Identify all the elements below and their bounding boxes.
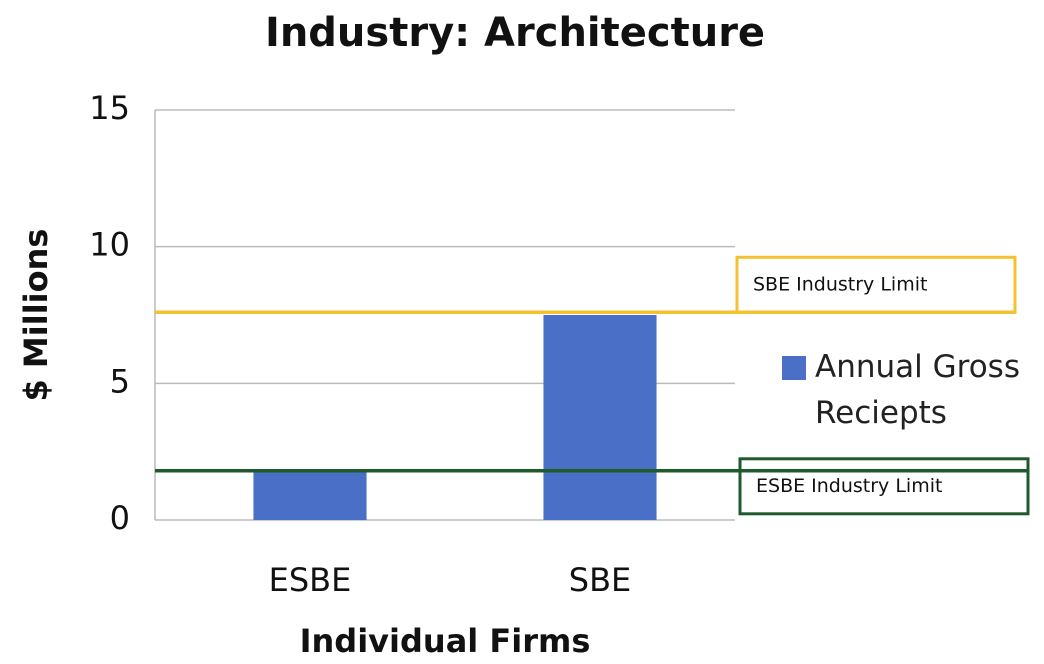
y-tick-label: 0 [110,499,130,537]
y-axis-label: $ Millions [17,229,55,402]
reference-label: SBE Industry Limit [753,273,927,295]
bar [253,470,367,520]
y-tick-label: 10 [89,226,130,264]
x-tick-label: SBE [569,561,631,599]
x-tick-label: ESBE [269,561,352,599]
bar [543,315,657,520]
y-tick-label: 5 [110,362,130,400]
legend-swatch [782,356,806,380]
x-axis-label: Individual Firms [300,622,591,660]
reference-box [738,457,1030,516]
reference-label: ESBE Industry Limit [756,475,942,497]
chart-title: Industry: Architecture [265,10,765,56]
legend-label: Annual Gross Reciepts [815,349,1020,431]
y-tick-label: 15 [89,89,130,127]
